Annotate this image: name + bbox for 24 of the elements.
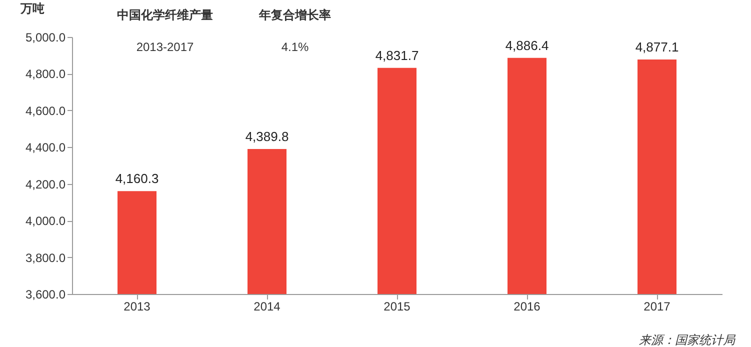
x-tick-label: 2017: [644, 300, 671, 314]
data-label: 4,877.1: [635, 40, 679, 55]
annotation: 4.1%: [281, 40, 309, 54]
source-note: 来源：国家统计局: [639, 333, 736, 347]
y-tick-label: 4,600.0: [25, 104, 66, 118]
y-tick-label: 4,400.0: [25, 140, 66, 155]
y-tick-label: 4,000.0: [25, 214, 66, 228]
annotation: 2013-2017: [136, 40, 194, 54]
x-tick-label: 2016: [514, 300, 541, 314]
x-tick-label: 2013: [124, 300, 151, 314]
text: 中国化学纤维产量: [117, 8, 213, 22]
data-label: 4,160.3: [115, 171, 159, 186]
x-tick-label: 2014: [254, 300, 281, 314]
y-tick-label: 4,200.0: [25, 177, 66, 192]
data-label: 4,886.4: [505, 38, 549, 53]
data-label: 4,389.8: [245, 129, 289, 144]
y-axis-title: 万吨: [20, 2, 44, 16]
y-tick-label: 3,800.0: [25, 250, 66, 265]
x-tick-label: 2015: [384, 300, 411, 314]
y-tick-label: 3,600.0: [25, 288, 66, 302]
data-label: 4,831.7: [375, 48, 419, 63]
y-tick-label: 5,000.0: [25, 30, 66, 44]
y-tick-label: 4,800.0: [25, 67, 66, 82]
text: 年复合增长率: [258, 8, 331, 22]
